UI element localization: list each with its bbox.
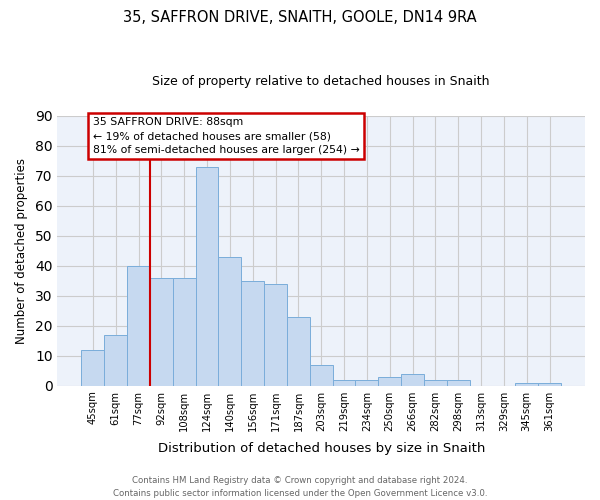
- Bar: [355, 380, 379, 386]
- Bar: [447, 380, 470, 386]
- Bar: [127, 266, 150, 386]
- Bar: [82, 350, 104, 386]
- Bar: [150, 278, 173, 386]
- Title: Size of property relative to detached houses in Snaith: Size of property relative to detached ho…: [152, 75, 490, 88]
- Text: 35 SAFFRON DRIVE: 88sqm
← 19% of detached houses are smaller (58)
81% of semi-de: 35 SAFFRON DRIVE: 88sqm ← 19% of detache…: [93, 117, 359, 155]
- Bar: [173, 278, 196, 386]
- Bar: [401, 374, 424, 386]
- Bar: [218, 256, 241, 386]
- Bar: [332, 380, 355, 386]
- Bar: [424, 380, 447, 386]
- Bar: [515, 382, 538, 386]
- Bar: [538, 382, 561, 386]
- Text: 35, SAFFRON DRIVE, SNAITH, GOOLE, DN14 9RA: 35, SAFFRON DRIVE, SNAITH, GOOLE, DN14 9…: [123, 10, 477, 25]
- Bar: [241, 280, 264, 386]
- Bar: [287, 316, 310, 386]
- X-axis label: Distribution of detached houses by size in Snaith: Distribution of detached houses by size …: [158, 442, 485, 455]
- Bar: [196, 166, 218, 386]
- Bar: [310, 364, 332, 386]
- Y-axis label: Number of detached properties: Number of detached properties: [15, 158, 28, 344]
- Bar: [264, 284, 287, 386]
- Bar: [379, 376, 401, 386]
- Text: Contains HM Land Registry data © Crown copyright and database right 2024.
Contai: Contains HM Land Registry data © Crown c…: [113, 476, 487, 498]
- Bar: [104, 334, 127, 386]
